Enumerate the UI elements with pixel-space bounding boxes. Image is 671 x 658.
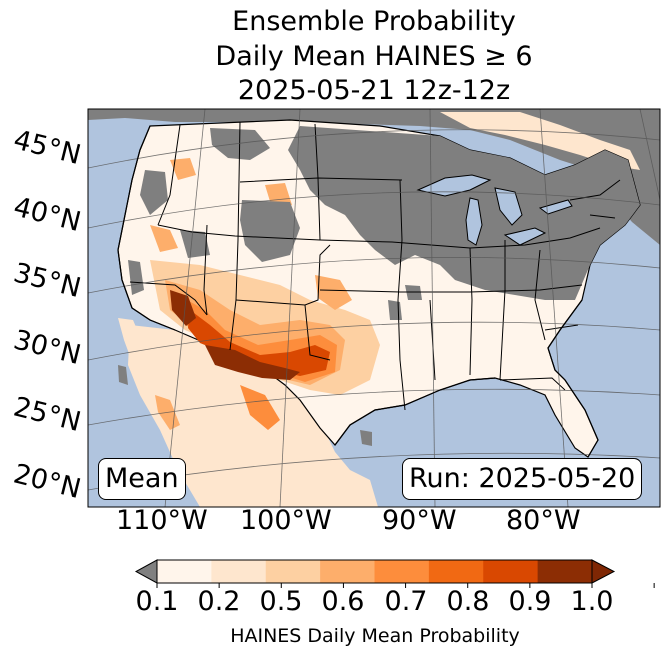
- map-frame: [87, 108, 661, 508]
- coastline: [117, 125, 599, 458]
- colorbar-tick-label: 0.8: [446, 586, 490, 617]
- canada-land: [88, 109, 660, 245]
- colorbar-label: HAINES Daily Mean Probability: [230, 625, 520, 647]
- great-lakes: [416, 174, 573, 246]
- lon-label-110w: 110°W: [116, 505, 208, 536]
- state-borders: [129, 121, 621, 411]
- colorbar-segment: [265, 560, 321, 583]
- colorbar-tick-label: 1.0: [570, 586, 614, 617]
- stat-box: Mean: [98, 458, 186, 500]
- colorbar-segment: [428, 560, 484, 583]
- colorbar-segment: [483, 560, 539, 583]
- canada-light-patch: [440, 112, 640, 170]
- lon-label-80w: 80°W: [506, 505, 581, 536]
- colorbar-segment: [320, 560, 375, 583]
- run-box: Run: 2025-05-20: [402, 458, 643, 500]
- title-line-1: Ensemble Probability: [232, 6, 516, 37]
- map-area: [88, 109, 660, 507]
- colorbar-under-arrow: [134, 559, 158, 584]
- lon-label-100w: 100°W: [240, 505, 332, 536]
- no-signal-areas: [118, 126, 640, 446]
- title-line-2: Daily Mean HAINES ≥ 6: [215, 41, 533, 72]
- colorbar-tick-marks: [156, 583, 655, 588]
- colorbar-segment: [537, 560, 593, 583]
- lon-label-90w: 90°W: [382, 505, 457, 536]
- colorbar-boxes: [157, 560, 593, 583]
- colorbar-segment: [157, 560, 212, 583]
- colorbar-tick-label: 0.9: [508, 586, 552, 617]
- graticule: [88, 109, 660, 507]
- colorbar-tick-label: 0.7: [384, 586, 428, 617]
- colorbar-tick-label: 0.2: [197, 586, 241, 617]
- colorbar-tick-label: 0.6: [321, 586, 365, 617]
- title-line-3: 2025-05-21 12z-12z: [237, 75, 511, 106]
- colorbar-over-arrow: [591, 559, 616, 584]
- colorbar-tick-label: 0.5: [259, 586, 303, 617]
- colorbar-segment: [374, 560, 430, 583]
- colorbar-segment: [211, 560, 267, 583]
- colorbar-frame: [156, 559, 593, 584]
- colorbar: [134, 559, 655, 588]
- colorbar-tick-label: 0.1: [135, 586, 179, 617]
